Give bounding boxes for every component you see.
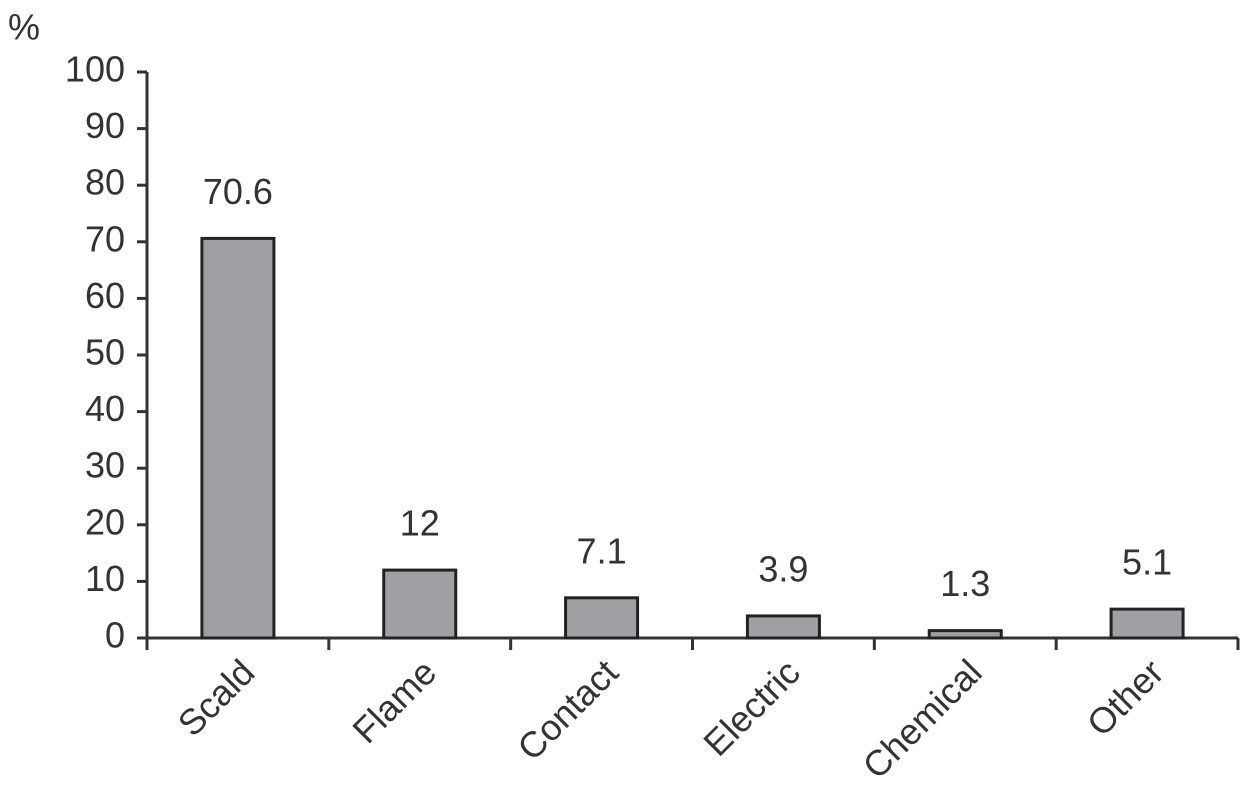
bar — [745, 614, 821, 640]
value-label: 5.1 — [1122, 542, 1172, 583]
y-tick-label: 90 — [85, 105, 125, 146]
x-tick-label: Electric — [695, 651, 807, 763]
y-tick-label: 10 — [85, 558, 125, 599]
y-tick-label: 100 — [65, 49, 125, 90]
y-tick-label: 30 — [85, 445, 125, 486]
bar — [382, 568, 458, 640]
x-tick-label: Chemical — [855, 651, 990, 786]
y-tick-label: 60 — [85, 275, 125, 316]
value-label: 70.6 — [203, 171, 273, 212]
y-tick-label: 40 — [85, 388, 125, 429]
y-tick-label: 70 — [85, 218, 125, 259]
x-tick-label: Scald — [170, 651, 263, 744]
y-axis-label: % — [8, 7, 40, 48]
bar — [200, 236, 276, 640]
x-tick-label: Flame — [344, 651, 444, 751]
y-tick-label: 20 — [85, 501, 125, 542]
x-tick-label: Contact — [509, 651, 626, 768]
value-label: 12 — [400, 503, 440, 544]
value-label: 1.3 — [940, 563, 990, 604]
value-label: 3.9 — [758, 548, 808, 589]
bar — [927, 629, 1003, 640]
x-tick-label: Other — [1079, 651, 1172, 744]
y-tick-label: 80 — [85, 162, 125, 203]
bar — [1109, 607, 1185, 640]
value-label: 7.1 — [577, 530, 627, 571]
bar — [564, 596, 640, 640]
y-tick-label: 0 — [105, 615, 125, 656]
y-tick-label: 50 — [85, 332, 125, 373]
